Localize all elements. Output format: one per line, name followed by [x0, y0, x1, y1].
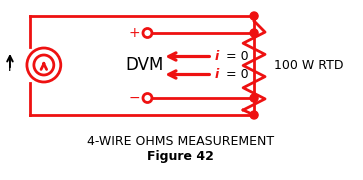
- Circle shape: [250, 29, 258, 37]
- Circle shape: [250, 111, 258, 119]
- Text: = 0: = 0: [222, 50, 249, 63]
- Circle shape: [143, 28, 152, 37]
- Circle shape: [250, 12, 258, 20]
- Text: i: i: [214, 68, 219, 81]
- Text: −: −: [129, 91, 140, 105]
- Text: i: i: [8, 60, 12, 73]
- Text: DVM: DVM: [125, 56, 164, 74]
- Text: Figure 42: Figure 42: [147, 150, 214, 163]
- Text: +: +: [129, 26, 140, 40]
- Text: 100 W RTD: 100 W RTD: [274, 58, 343, 71]
- Text: = 0: = 0: [222, 68, 249, 81]
- Text: i: i: [214, 50, 219, 63]
- Text: 4-WIRE OHMS MEASUREMENT: 4-WIRE OHMS MEASUREMENT: [87, 135, 274, 148]
- Circle shape: [143, 93, 152, 102]
- Circle shape: [250, 94, 258, 102]
